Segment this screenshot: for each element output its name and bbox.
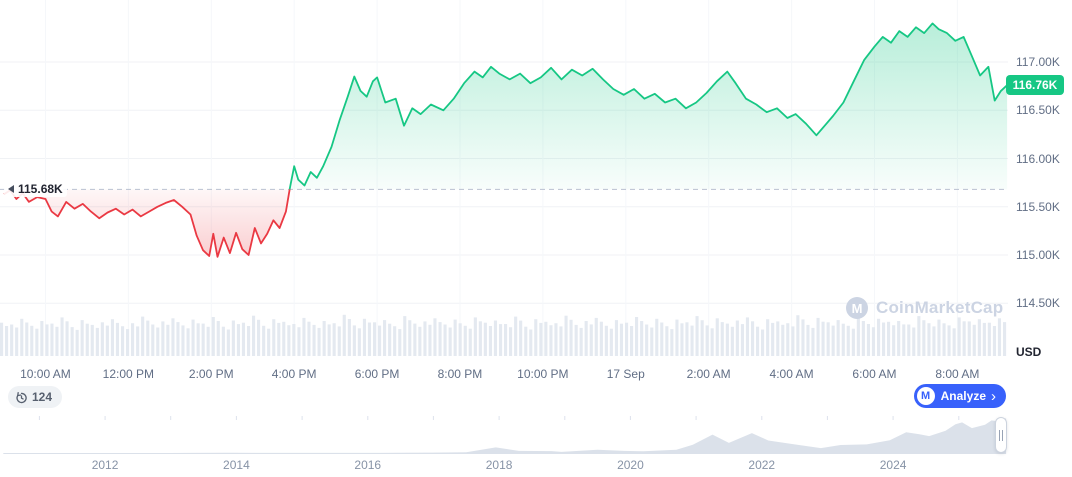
y-axis-label: 116.50K (1016, 103, 1060, 118)
y-axis-label: 115.50K (1016, 199, 1060, 214)
coinmarketcap-logo-icon: M (916, 387, 935, 405)
x-axis-label: 4:00 AM (769, 367, 814, 381)
currency-label: USD (1016, 345, 1042, 359)
chevron-right-icon: › (991, 387, 996, 405)
x-axis-label: 10:00 AM (20, 367, 71, 381)
range-minimap[interactable] (0, 416, 1010, 454)
analyze-button[interactable]: M Analyze › (913, 384, 1006, 408)
x-axis-label: 2:00 PM (188, 367, 234, 381)
price-chart[interactable] (0, 0, 1008, 360)
y-axis-label: 115.00K (1016, 248, 1060, 262)
year-label: 2024 (879, 458, 907, 472)
y-axis-label: 114.50K (1016, 296, 1060, 311)
baseline-price-text: 115.68K (18, 182, 63, 197)
x-axis-label: 8:00 PM (437, 367, 483, 381)
year-label: 2020 (617, 458, 644, 472)
baseline-marker-icon (8, 185, 14, 194)
x-axis-label: 6:00 AM (852, 367, 897, 381)
y-axis-label: 117.00K (1016, 55, 1060, 69)
year-label: 2016 (354, 458, 382, 472)
year-label: 2014 (223, 458, 250, 472)
y-axis: USD 117.00K 116.50K 116.00K 115.50K 115.00K 1… (1008, 0, 1072, 360)
chart-controls-row: 124 M Analyze › (0, 384, 1072, 410)
x-axis-label: 17 Sep (606, 367, 645, 381)
y-axis-label: 116.00K (1016, 151, 1060, 166)
history-icon (16, 391, 27, 403)
current-price-badge: 116.76K (1006, 75, 1064, 96)
x-axis-label: 12:00 PM (102, 367, 155, 381)
x-axis-label: 6:00 PM (354, 367, 400, 381)
year-label: 2022 (748, 458, 776, 472)
baseline-price-label: 115.68K (4, 181, 67, 198)
coinmarketcap-watermark: M CoinMarketCap (846, 297, 1003, 319)
minimap-year-axis: 2012 2014 2016 2018 2020 2022 2024 (0, 456, 1010, 474)
x-axis-label: 8:00 AM (935, 367, 980, 381)
year-label: 2018 (485, 458, 513, 472)
coinmarketcap-logo-icon: M (846, 297, 868, 319)
x-axis: 10:00 AM 12:00 PM 2:00 PM 4:00 PM 6:00 PM 8:0… (0, 360, 1008, 384)
year-label: 2012 (91, 458, 119, 472)
analyze-label: Analyze (940, 389, 986, 403)
x-axis-label: 4:00 PM (271, 367, 317, 381)
x-axis-label: 2:00 AM (686, 367, 731, 381)
history-badge[interactable]: 124 (8, 386, 63, 408)
range-scrubber-handle[interactable] (995, 417, 1007, 453)
x-axis-label: 10:00 PM (517, 367, 569, 381)
watermark-text: CoinMarketCap (876, 298, 1004, 317)
history-count: 124 (32, 390, 53, 404)
